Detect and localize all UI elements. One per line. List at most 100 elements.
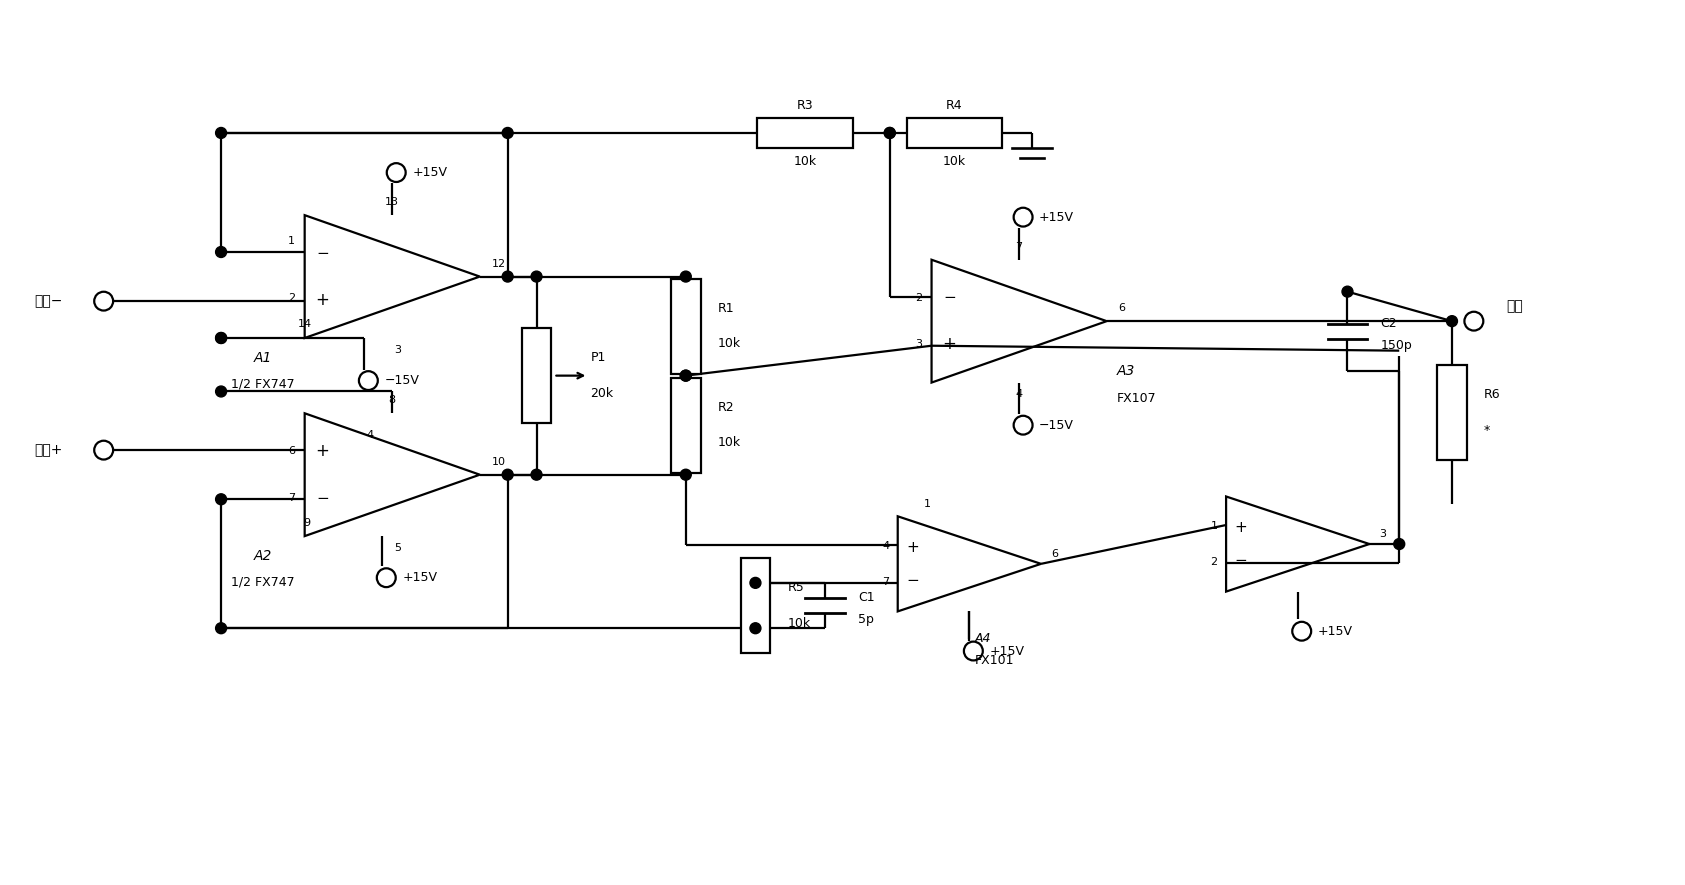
Text: 5p: 5p <box>858 613 875 626</box>
Text: 1/2 FX747: 1/2 FX747 <box>231 575 295 589</box>
Circle shape <box>216 494 226 504</box>
Text: 4: 4 <box>883 541 890 550</box>
Circle shape <box>216 247 226 258</box>
Text: A2: A2 <box>254 549 271 563</box>
Circle shape <box>1446 316 1458 327</box>
Text: C1: C1 <box>858 591 875 604</box>
Text: +: + <box>1235 519 1247 535</box>
Text: 3: 3 <box>1380 529 1387 539</box>
Text: −: − <box>1235 553 1247 568</box>
Text: 1/2 FX747: 1/2 FX747 <box>231 377 295 390</box>
Circle shape <box>885 127 895 138</box>
Bar <box>740 558 770 653</box>
Circle shape <box>502 469 514 481</box>
Circle shape <box>750 623 762 634</box>
Text: R2: R2 <box>718 401 735 414</box>
Text: +15V: +15V <box>413 166 447 179</box>
Text: −: − <box>907 573 918 588</box>
Text: 3: 3 <box>394 345 401 355</box>
Text: 6: 6 <box>1051 549 1058 559</box>
Text: 输入−: 输入− <box>35 294 62 308</box>
Circle shape <box>216 623 226 634</box>
Text: 13: 13 <box>386 197 399 207</box>
Text: FX101: FX101 <box>974 654 1014 667</box>
Text: 1: 1 <box>288 236 295 246</box>
Text: 7: 7 <box>883 577 890 587</box>
Circle shape <box>681 469 691 481</box>
Circle shape <box>94 292 113 311</box>
Text: 7: 7 <box>1016 242 1023 252</box>
Text: −15V: −15V <box>384 374 420 387</box>
Text: 1: 1 <box>923 499 932 510</box>
Circle shape <box>388 163 406 182</box>
Text: 12: 12 <box>492 258 506 269</box>
Text: R6: R6 <box>1484 389 1500 402</box>
Text: +15V: +15V <box>989 644 1024 658</box>
Text: 8: 8 <box>389 396 396 405</box>
Bar <box>671 378 701 473</box>
Circle shape <box>681 370 691 381</box>
Circle shape <box>216 333 226 343</box>
Circle shape <box>216 127 226 138</box>
Text: −: − <box>317 246 329 261</box>
Text: −: − <box>317 490 329 505</box>
Circle shape <box>1292 622 1311 641</box>
Text: 20k: 20k <box>590 387 613 400</box>
Text: 10k: 10k <box>718 436 741 450</box>
Bar <box>907 118 1003 148</box>
Text: +15V: +15V <box>403 571 436 584</box>
Text: 2: 2 <box>915 293 922 303</box>
Text: 4: 4 <box>1016 389 1023 399</box>
Text: P1: P1 <box>590 351 605 365</box>
Text: 4: 4 <box>367 430 374 440</box>
Text: +: + <box>942 335 957 353</box>
Text: A3: A3 <box>1117 364 1136 378</box>
Text: +15V: +15V <box>1318 625 1353 638</box>
Bar <box>671 279 701 373</box>
Text: 2: 2 <box>288 293 295 303</box>
Text: 输入+: 输入+ <box>35 443 62 458</box>
Circle shape <box>885 127 895 138</box>
Text: 7: 7 <box>288 493 295 503</box>
Circle shape <box>1393 539 1405 550</box>
Text: −: − <box>944 290 955 305</box>
Circle shape <box>964 642 982 660</box>
Text: 3: 3 <box>915 340 922 350</box>
Circle shape <box>1341 286 1353 297</box>
Text: 5: 5 <box>394 543 401 553</box>
Circle shape <box>531 271 543 282</box>
Circle shape <box>681 370 691 381</box>
Circle shape <box>750 577 762 589</box>
Bar <box>758 118 853 148</box>
Circle shape <box>94 441 113 459</box>
Text: 2: 2 <box>1210 557 1218 567</box>
Circle shape <box>377 568 396 587</box>
Text: +: + <box>315 291 330 309</box>
Circle shape <box>531 469 543 481</box>
Text: 10k: 10k <box>794 155 817 168</box>
Text: 6: 6 <box>1119 304 1126 313</box>
Text: +: + <box>315 442 330 460</box>
Text: 1: 1 <box>1210 521 1218 531</box>
Text: 14: 14 <box>298 319 312 329</box>
Circle shape <box>681 271 691 282</box>
Text: 10k: 10k <box>944 155 966 168</box>
Text: A1: A1 <box>254 350 271 365</box>
Circle shape <box>502 127 514 138</box>
Circle shape <box>1014 208 1033 227</box>
Text: R3: R3 <box>797 99 814 112</box>
Text: 6: 6 <box>288 446 295 457</box>
Text: +: + <box>907 540 918 555</box>
Text: *: * <box>1484 424 1490 437</box>
Text: R5: R5 <box>787 581 804 594</box>
Text: 150p: 150p <box>1380 339 1412 351</box>
Text: 10k: 10k <box>718 337 741 350</box>
Text: 10: 10 <box>492 457 506 466</box>
Text: 9: 9 <box>303 518 310 527</box>
Text: C2: C2 <box>1380 317 1397 330</box>
Circle shape <box>216 386 226 397</box>
Circle shape <box>359 371 377 390</box>
Circle shape <box>1014 416 1033 435</box>
Circle shape <box>1464 312 1483 331</box>
Circle shape <box>502 271 514 282</box>
